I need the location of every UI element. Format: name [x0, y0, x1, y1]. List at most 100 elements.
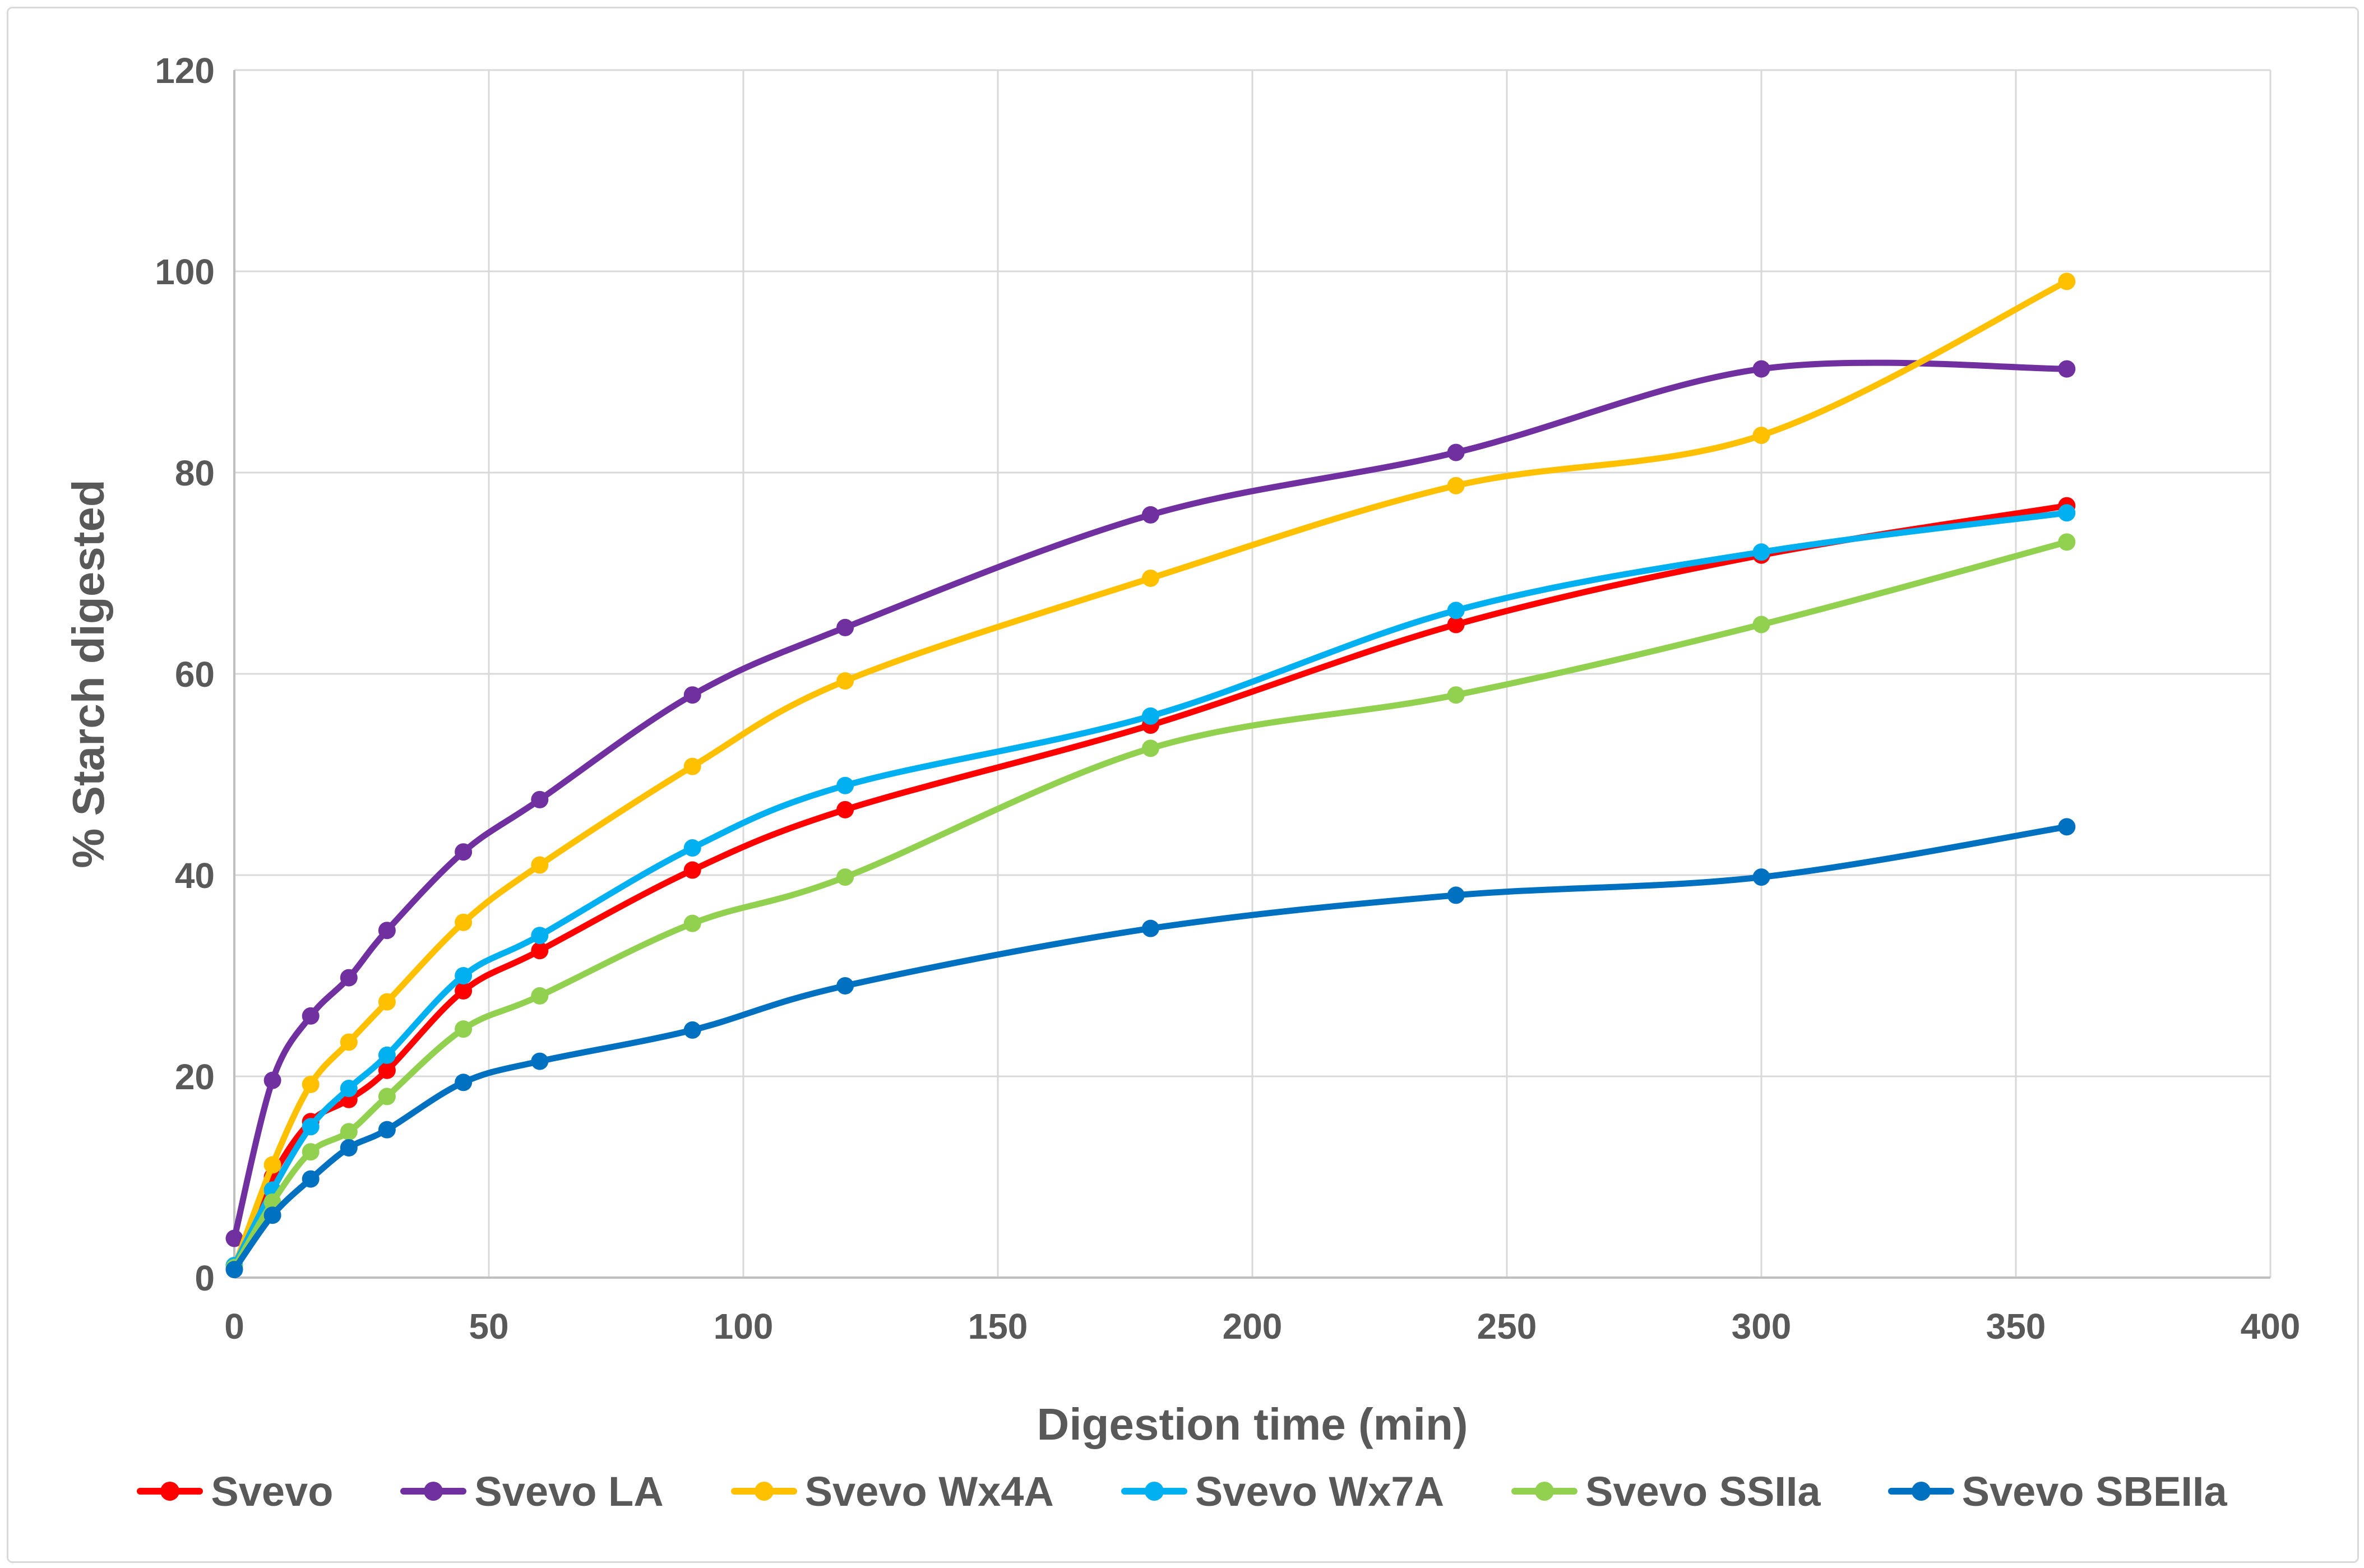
legend-item-svevo-ssiia: Svevo SSIIa — [1511, 1468, 1821, 1515]
series-line — [231, 278, 2070, 1271]
data-point-marker — [1141, 707, 1159, 725]
data-point-marker — [1447, 443, 1465, 461]
data-point-marker — [1447, 886, 1465, 904]
legend-item-svevo-sbeiia: Svevo SBEIIa — [1888, 1468, 2227, 1515]
data-point-marker — [836, 977, 854, 995]
y-tick-label: 100 — [155, 252, 215, 292]
data-point-marker — [1447, 602, 1465, 619]
data-point-marker — [378, 1088, 396, 1106]
data-point-marker — [340, 1033, 358, 1051]
data-point-marker — [1447, 686, 1465, 704]
data-point-marker — [302, 1170, 320, 1188]
legend-line-dot-marker — [1121, 1482, 1187, 1501]
data-point-marker — [302, 1007, 320, 1025]
data-point-marker — [378, 1121, 396, 1139]
data-point-marker — [340, 1080, 358, 1098]
series-line — [231, 359, 2070, 1242]
data-point-marker — [2058, 818, 2076, 836]
data-point-marker — [683, 1021, 701, 1039]
data-point-marker — [836, 618, 854, 636]
data-point-marker — [531, 856, 549, 874]
series-layer — [225, 272, 2076, 1279]
legend-label: Svevo Wx4A — [804, 1468, 1054, 1515]
y-tick-label: 80 — [175, 453, 215, 493]
data-point-marker — [1752, 427, 1770, 445]
legend-item-svevo: Svevo — [137, 1468, 333, 1515]
legend: Svevo Svevo LA Svevo Wx4A Svevo Wx7A Svevo S… — [0, 1452, 2364, 1530]
tick-labels: 0 50 100 150 200 250 300 350 400 0 20 40 60 80 100 120 — [155, 50, 2300, 1347]
legend-label: Svevo — [211, 1468, 334, 1515]
data-point-marker — [531, 942, 549, 960]
data-point-marker — [302, 1143, 320, 1161]
y-tick-label: 20 — [175, 1057, 215, 1097]
y-tick-label: 0 — [195, 1258, 215, 1298]
data-point-marker — [263, 1071, 281, 1089]
y-axis-title: % Starch digested — [63, 479, 113, 868]
data-point-marker — [378, 1046, 396, 1064]
data-point-marker — [455, 982, 473, 1000]
data-point-marker — [1752, 868, 1770, 886]
data-point-marker — [531, 790, 549, 808]
x-tick-label: 350 — [1986, 1306, 2046, 1347]
series-line — [231, 824, 2070, 1273]
data-point-marker — [836, 801, 854, 818]
legend-item-svevo-la: Svevo LA — [400, 1468, 664, 1515]
legend-line-dot-marker — [400, 1482, 467, 1501]
x-tick-label: 150 — [968, 1306, 1028, 1347]
data-point-marker — [1447, 616, 1465, 633]
gridlines — [234, 69, 2272, 1278]
legend-line-dot-marker — [137, 1482, 203, 1501]
x-axis-title: Digestion time (min) — [1037, 1399, 1468, 1449]
legend-item-svevo-wx7a: Svevo Wx7A — [1121, 1468, 1444, 1515]
data-point-marker — [531, 987, 549, 1005]
axis-lines — [233, 70, 2270, 1279]
data-point-marker — [2058, 533, 2076, 551]
data-point-marker — [2058, 272, 2076, 290]
data-point-marker — [1752, 543, 1770, 561]
data-point-marker — [378, 922, 396, 940]
x-tick-label: 300 — [1732, 1306, 1792, 1347]
data-point-marker — [302, 1118, 320, 1136]
data-point-marker — [225, 1261, 243, 1279]
data-point-marker — [531, 1052, 549, 1070]
data-point-marker — [531, 927, 549, 945]
series-svevo-wx4a — [225, 272, 2076, 1276]
legend-label: Svevo Wx7A — [1195, 1468, 1445, 1515]
data-point-marker — [683, 839, 701, 857]
legend-item-svevo-wx4a: Svevo Wx4A — [730, 1468, 1054, 1515]
y-tick-label: 60 — [175, 654, 215, 695]
x-tick-label: 400 — [2241, 1306, 2301, 1347]
data-point-marker — [2058, 504, 2076, 522]
data-point-marker — [378, 1061, 396, 1079]
x-tick-label: 100 — [714, 1306, 774, 1347]
data-point-marker — [1752, 360, 1770, 378]
series-svevo-la — [225, 359, 2076, 1247]
series-line — [231, 539, 2070, 1271]
data-point-marker — [1141, 919, 1159, 937]
legend-line-dot-marker — [1511, 1482, 1578, 1501]
data-point-marker — [683, 686, 701, 704]
x-tick-label: 250 — [1477, 1306, 1537, 1347]
data-point-marker — [455, 843, 473, 861]
data-point-marker — [1752, 616, 1770, 633]
y-tick-label: 40 — [175, 855, 215, 896]
legend-line-dot-marker — [1888, 1482, 1954, 1501]
legend-line-dot-marker — [730, 1482, 797, 1501]
x-tick-label: 200 — [1223, 1306, 1283, 1347]
data-point-marker — [836, 672, 854, 690]
data-point-marker — [1447, 477, 1465, 494]
data-point-marker — [1141, 739, 1159, 757]
data-point-marker — [225, 1229, 243, 1247]
data-point-marker — [836, 868, 854, 886]
data-point-marker — [836, 776, 854, 794]
data-point-marker — [340, 969, 358, 987]
data-point-marker — [455, 1074, 473, 1091]
y-tick-label: 120 — [155, 50, 215, 91]
series-svevo-ssiia — [225, 533, 2076, 1276]
legend-label: Svevo SBEIIa — [1961, 1468, 2227, 1515]
series-svevo-sbeiia — [225, 818, 2076, 1279]
data-point-marker — [455, 1020, 473, 1038]
data-point-marker — [1141, 569, 1159, 587]
